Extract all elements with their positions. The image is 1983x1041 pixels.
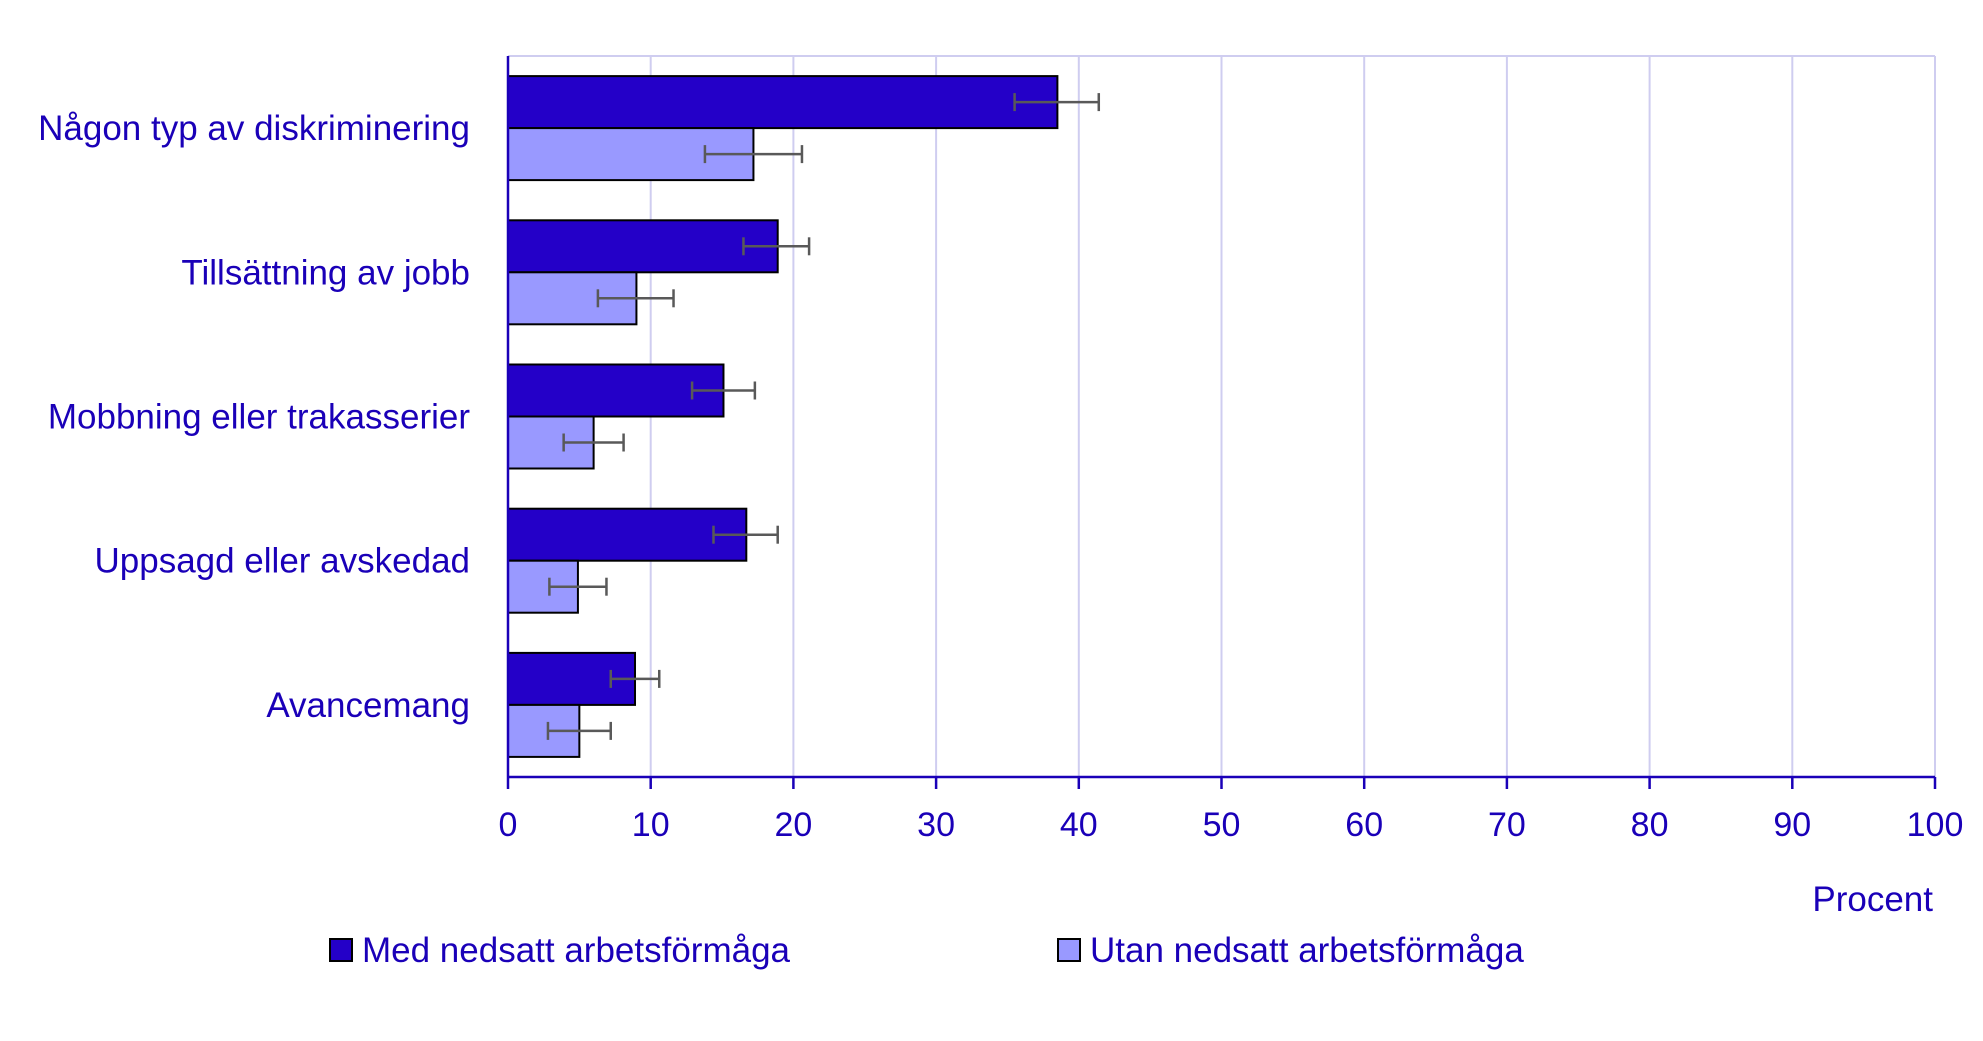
category-label: Någon typ av diskriminering — [38, 109, 470, 148]
x-tick-label: 10 — [632, 806, 670, 844]
gridlines — [508, 55, 1936, 777]
axes — [506, 56, 1937, 789]
x-tick-label: 70 — [1488, 806, 1526, 844]
x-tick-labels: 0 10 20 30 40 50 60 70 80 90 100 — [499, 806, 1964, 844]
x-tick-label: 60 — [1345, 806, 1383, 844]
x-tick-label: 30 — [917, 806, 955, 844]
bar-med-0 — [507, 75, 1059, 130]
legend-label-med: Med nedsatt arbetsförmåga — [362, 931, 791, 970]
legend: Med nedsatt arbetsförmåga Utan nedsatt ar… — [329, 931, 1524, 970]
bar-med-1 — [507, 219, 779, 274]
category-label: Uppsagd eller avskedad — [94, 542, 470, 581]
category-labels: Någon typ av diskriminering Tillsättning … — [38, 109, 470, 725]
legend-label-utan: Utan nedsatt arbetsförmåga — [1090, 931, 1524, 970]
x-tick-label: 50 — [1203, 806, 1241, 844]
category-label: Avancemang — [266, 686, 470, 725]
x-tick-label: 90 — [1773, 806, 1811, 844]
legend-swatch-utan — [1057, 938, 1081, 962]
x-tick-label: 100 — [1907, 806, 1964, 844]
legend-swatch-med — [329, 938, 353, 962]
error-bars — [546, 93, 1101, 740]
category-label: Mobbning eller trakasserier — [48, 398, 470, 437]
bar-series — [507, 75, 1059, 758]
x-tick-label: 80 — [1631, 806, 1669, 844]
x-axis-title: Procent — [1812, 880, 1933, 919]
bar-med-3 — [507, 507, 748, 562]
category-label: Tillsättning av jobb — [181, 253, 470, 292]
x-tick-label: 40 — [1060, 806, 1098, 844]
x-tick-label: 0 — [499, 806, 518, 844]
x-tick-label: 20 — [774, 806, 812, 844]
